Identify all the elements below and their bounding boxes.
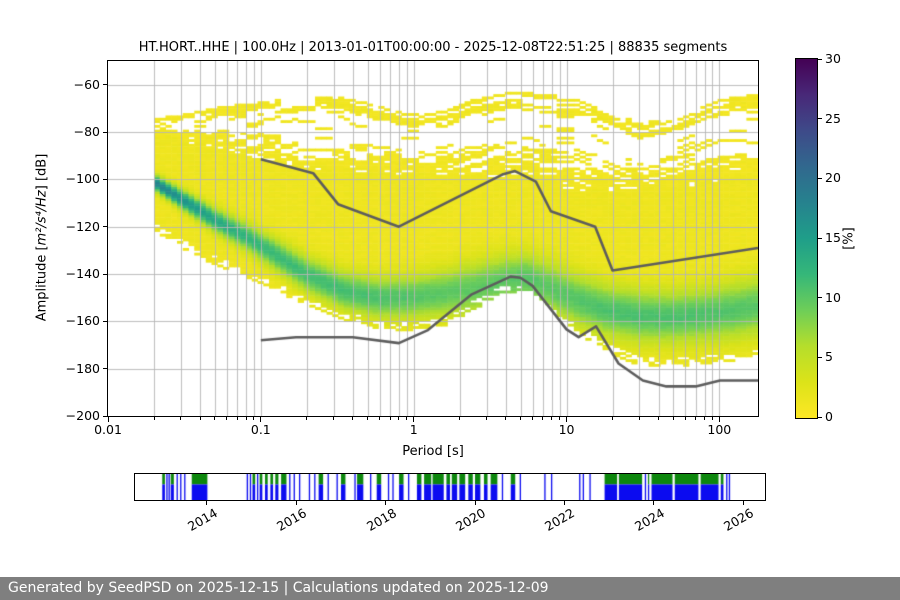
footer-bar: Generated by SeedPSD on 2025-12-15 | Cal… <box>0 577 900 600</box>
y-tick-mark <box>103 226 107 228</box>
y-tick-mark <box>103 131 107 133</box>
colorbar-tick-mark <box>818 356 822 358</box>
y-tick-mark <box>103 415 107 417</box>
colorbar-tick-label: 15 <box>825 230 841 245</box>
y-tick-mark <box>103 273 107 275</box>
colorbar-tick-label: 25 <box>825 110 841 126</box>
x-tick-mark-minor <box>551 417 553 420</box>
colorbar-tick-mark <box>818 177 822 179</box>
y-tick-mark <box>103 178 107 180</box>
plot-title: HT.HORT..HHE | 100.0Hz | 2013-01-01T00:0… <box>138 40 728 55</box>
colorbar <box>795 58 818 419</box>
y-tick-label: −200 <box>65 408 100 423</box>
x-tick-mark-major <box>566 417 568 422</box>
colorbar-tick-label: 30 <box>825 51 841 66</box>
x-tick-mark-minor <box>389 417 391 420</box>
x-tick-mark-minor <box>638 417 640 420</box>
timeline-tick-mark <box>742 501 744 505</box>
x-axis-label: Period [s] <box>402 444 464 459</box>
ppsd-heatmap-canvas <box>108 61 758 416</box>
timeline-tick-label: 2014 <box>184 505 220 535</box>
timeline-tick-label: 2016 <box>274 505 310 535</box>
colorbar-tick-mark <box>818 58 822 60</box>
y-tick-label: −80 <box>73 124 100 139</box>
y-tick-mark <box>103 368 107 370</box>
timeline-tick-label: 2022 <box>542 505 578 535</box>
x-tick-mark-minor <box>658 417 660 420</box>
x-tick-mark-minor <box>352 417 354 420</box>
x-tick-mark-minor <box>199 417 201 420</box>
colorbar-tick-mark <box>818 237 822 239</box>
x-tick-mark-minor <box>559 417 561 420</box>
colorbar-tick-label: 10 <box>825 289 841 305</box>
timeline-tick-label: 2018 <box>363 505 399 535</box>
timeline-tick-mark <box>653 501 655 505</box>
x-tick-mark-minor <box>367 417 369 420</box>
x-tick-mark-minor <box>672 417 674 420</box>
y-tick-label: −100 <box>65 171 100 187</box>
x-tick-mark-minor <box>180 417 182 420</box>
x-tick-mark-minor <box>520 417 521 420</box>
x-tick-mark-minor <box>236 417 238 420</box>
x-tick-mark-minor <box>253 417 255 420</box>
x-tick-mark-minor <box>406 417 408 420</box>
timeline-canvas <box>135 474 765 500</box>
x-tick-mark-major <box>413 417 415 422</box>
y-tick-mark <box>103 320 107 322</box>
x-tick-mark-minor <box>532 417 534 420</box>
y-axis-label-prefix: Amplitude [ <box>34 245 50 322</box>
x-tick-mark-minor <box>684 417 686 420</box>
x-tick-label: 0.01 <box>94 422 122 437</box>
y-tick-label: −120 <box>65 218 100 234</box>
colorbar-tick-mark <box>818 297 822 299</box>
x-tick-label: 1 <box>409 422 418 437</box>
x-tick-mark-minor <box>245 417 247 420</box>
timeline-tick-mark <box>563 501 565 505</box>
x-tick-mark-major <box>107 417 109 422</box>
x-tick-mark-minor <box>333 417 335 420</box>
x-tick-mark-minor <box>505 417 507 420</box>
y-tick-label: −60 <box>73 76 100 92</box>
y-axis-label-units: m²/s⁴/Hz <box>34 190 50 246</box>
main-plot-area <box>107 60 759 417</box>
colorbar-tick-mark <box>818 416 822 418</box>
x-tick-mark-minor <box>214 417 216 420</box>
x-tick-mark-minor <box>542 417 544 420</box>
timeline-tick-label: 2026 <box>721 505 757 535</box>
timeline-tick-mark <box>206 501 208 505</box>
x-tick-mark-minor <box>226 417 228 420</box>
x-tick-mark-minor <box>704 417 706 420</box>
x-tick-mark-minor <box>695 417 697 420</box>
colorbar-tick-mark <box>818 118 822 120</box>
y-axis-label: Amplitude [m²/s⁴/Hz] [dB] <box>35 108 50 368</box>
x-tick-mark-minor <box>486 417 488 420</box>
timeline-tick-mark <box>295 501 297 505</box>
x-tick-mark-major <box>260 417 262 422</box>
colorbar-tick-label: 0 <box>825 409 833 424</box>
x-tick-mark-minor <box>459 417 461 420</box>
timeline-tick-label: 2020 <box>452 505 489 535</box>
x-tick-mark-major <box>718 417 720 422</box>
colorbar-tick-label: 5 <box>825 349 833 365</box>
x-tick-label: 0.1 <box>250 422 271 437</box>
colorbar-tick-label: 20 <box>825 170 841 186</box>
timeline-tick-mark <box>474 501 476 505</box>
y-axis-label-suffix: ] [dB] <box>34 153 50 191</box>
x-tick-mark-minor <box>153 417 155 420</box>
timeline-availability-bar <box>134 473 766 501</box>
y-tick-mark <box>103 84 107 86</box>
x-tick-mark-minor <box>306 417 308 420</box>
y-tick-label: −160 <box>65 313 100 329</box>
timeline-tick-label: 2024 <box>631 505 667 535</box>
x-tick-mark-minor <box>711 417 713 420</box>
timeline-tick-mark <box>385 501 387 505</box>
x-tick-mark-minor <box>398 417 400 420</box>
x-tick-label: 100 <box>707 422 732 437</box>
x-tick-label: 10 <box>558 422 575 437</box>
x-tick-mark-minor <box>379 417 381 420</box>
x-tick-mark-minor <box>612 417 614 420</box>
y-tick-label: −180 <box>65 360 100 376</box>
y-tick-label: −140 <box>65 266 100 281</box>
